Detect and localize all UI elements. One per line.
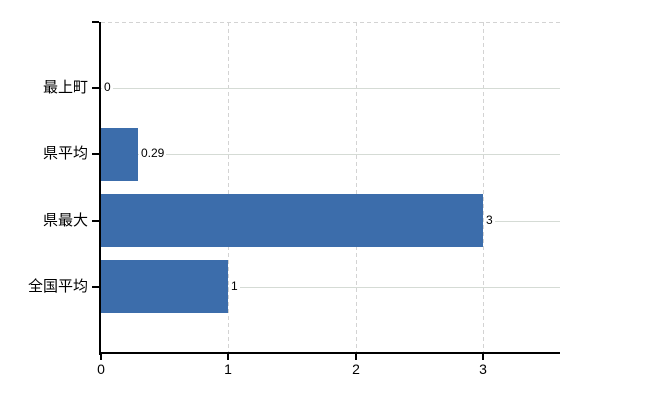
category-label: 県最大 (42, 212, 88, 229)
x-tick-label: 3 (479, 361, 487, 377)
value-label: 3 (484, 213, 495, 228)
x-tick-label: 0 (97, 361, 105, 377)
bar (101, 260, 228, 313)
x-axis-tick (100, 352, 102, 360)
category-label: 全国平均 (27, 278, 88, 295)
x-axis-tick (482, 352, 484, 360)
y-axis-tick (92, 220, 99, 222)
y-axis-tick (92, 87, 99, 89)
y-axis-tick (92, 21, 99, 23)
x-tick-label: 2 (352, 361, 360, 377)
vertical-gridline (228, 22, 229, 353)
bar (101, 128, 138, 181)
value-label: 0.29 (139, 146, 167, 161)
value-label: 0 (102, 80, 113, 95)
top-gridline (101, 22, 560, 23)
x-tick-label: 1 (224, 361, 232, 377)
x-axis-tick (355, 352, 357, 360)
category-gridline (101, 88, 560, 89)
category-label: 最上町 (42, 79, 88, 96)
y-axis-tick (92, 153, 99, 155)
category-label: 県平均 (42, 145, 88, 162)
vertical-gridline (356, 22, 357, 353)
x-axis-line (99, 352, 560, 354)
value-label: 1 (229, 279, 240, 294)
y-axis-tick (92, 286, 99, 288)
vertical-gridline (483, 22, 484, 353)
category-gridline (101, 154, 560, 155)
category-gridline (101, 287, 560, 288)
x-axis-tick (227, 352, 229, 360)
y-axis-line (99, 22, 101, 355)
bar (101, 194, 483, 247)
